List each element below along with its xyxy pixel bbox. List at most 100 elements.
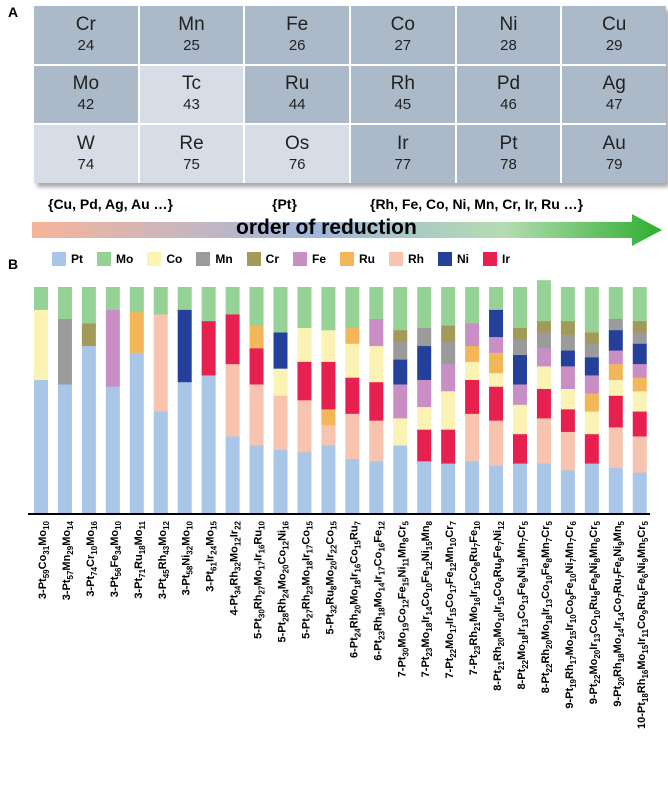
bar-25 (608, 287, 623, 514)
bar-segment-ni (177, 309, 192, 383)
legend-item-mn: Mn (196, 252, 233, 266)
category-label-part: 34 (234, 585, 243, 594)
bar-17 (417, 287, 432, 514)
legend-label: Ir (502, 252, 511, 266)
category-label-part: 8-Pt (492, 670, 504, 691)
element-symbol: Re (179, 133, 204, 155)
category-label-part: Mn (396, 542, 408, 558)
category-label-part: 12 (234, 537, 243, 546)
category-label-part: 22 (449, 648, 458, 657)
category-label-part: Fe (372, 530, 384, 543)
bar-segment-ir (536, 388, 551, 419)
category-label-part: 23 (473, 645, 482, 654)
bar-segment-cr (632, 320, 647, 333)
category-label-part: 15 (353, 540, 362, 549)
category-label-part: 6 (641, 590, 650, 595)
category-label-part: 31 (42, 545, 51, 554)
category-label-part: 18 (138, 545, 147, 554)
category-label-part: Mo (444, 633, 456, 649)
category-label-part: Ir (229, 529, 241, 537)
category-label-part: Fe (516, 582, 528, 595)
category-label-part: Fe (444, 571, 456, 584)
bar-segment-co (297, 327, 312, 362)
bar-segment-co (536, 366, 551, 389)
category-label-part: Mo (492, 621, 504, 637)
element-symbol: Mo (72, 73, 100, 95)
category-label-part: Rh (277, 598, 289, 613)
category-label-part: 11 (641, 628, 650, 637)
element-cell-ru: Ru 44 (245, 65, 349, 124)
panel-a-label: A (8, 4, 19, 20)
bar-segment-ir (489, 386, 504, 421)
bar-segment-mo (513, 287, 527, 328)
element-symbol: Pt (499, 133, 518, 155)
category-label-part: Ir (540, 607, 552, 615)
category-label-part: 7 (545, 537, 554, 542)
atomic-number: 27 (394, 36, 412, 54)
atomic-number: 75 (183, 156, 200, 174)
bar-segment-ni (417, 345, 432, 380)
element-cell-pt: Pt 78 (456, 125, 561, 183)
category-label: 8-Pt21Rh20Mo10Ir15Co6Ru9Fe7Ni12 (492, 520, 506, 690)
category-label-part: Rh (372, 616, 384, 631)
category-label-part: 7-Pt (444, 657, 456, 678)
bar-segment-ir (201, 320, 216, 376)
category-label-part: Ir (468, 589, 480, 597)
category-label-part: Mo (540, 624, 552, 640)
bar-segment-pt (297, 451, 312, 514)
bar-segment-fe (560, 366, 575, 389)
category-label-part: Ir (348, 572, 360, 580)
category-label-part: Co (300, 530, 312, 545)
legend-item-pt: Pt (52, 252, 83, 266)
category-label-part: 15 (329, 520, 338, 529)
element-cell-rh: Rh 45 (350, 65, 455, 124)
category-label-part: Ir (564, 623, 576, 631)
bar-24 (584, 287, 599, 514)
legend-label: Rh (408, 252, 425, 266)
category-label-part: 10 (593, 609, 602, 618)
category-label-part: 12 (162, 520, 171, 529)
atomic-number: 29 (605, 36, 623, 54)
category-label-part: 34 (114, 545, 123, 554)
category-label-part: Ni (636, 562, 648, 573)
category-label: 3-Pt74Cr10Mo16 (85, 520, 99, 596)
category-label-part: 13 (521, 618, 530, 627)
legend-swatch (52, 252, 66, 266)
bar-segment-cr (560, 320, 575, 335)
bar-segment-mn (632, 332, 647, 344)
atomic-number: 47 (605, 96, 623, 114)
category-label-part: 15 (401, 577, 410, 586)
bar-segment-co (465, 361, 480, 380)
element-cell-re: Re 75 (139, 125, 244, 183)
bar-segment-pt (393, 445, 408, 514)
bar-segment-mo (81, 287, 96, 324)
category-label-part: Rh (468, 631, 480, 646)
category-label-part: 17 (569, 655, 578, 664)
bar-segment-ir (249, 348, 264, 385)
category-label-part: Co (492, 582, 504, 597)
atomic-number: 74 (77, 156, 95, 174)
bar-segment-mo (465, 287, 480, 324)
category-label-part: 17 (377, 566, 386, 575)
category-label-part: 18 (617, 653, 626, 662)
legend-item-rh: Rh (389, 252, 424, 266)
category-label-part: 15 (425, 541, 434, 550)
category-label-part: 20 (353, 604, 362, 613)
bar-15 (369, 287, 384, 514)
category-label-part: 71 (138, 568, 147, 577)
category-label-part: 10 (42, 520, 51, 529)
bar-segment-co (273, 368, 288, 396)
category-label: 3-Pt56Fe34Mo10 (109, 520, 123, 597)
bar-segment-fe (369, 318, 384, 347)
category-label-part: 7 (617, 593, 626, 598)
bar-segment-pt (536, 463, 551, 514)
bar-segment-pt (105, 386, 120, 514)
bar-segment-mn (393, 341, 408, 360)
bar-segment-ir (632, 411, 647, 437)
category-label-part: 18 (545, 615, 554, 624)
category-label-part: 6 (641, 573, 650, 578)
category-label-part: 14 (425, 606, 434, 615)
category-label-part: 16 (258, 544, 267, 553)
legend-item-ni: Ni (438, 252, 469, 266)
category-label-part: 10 (258, 520, 267, 529)
